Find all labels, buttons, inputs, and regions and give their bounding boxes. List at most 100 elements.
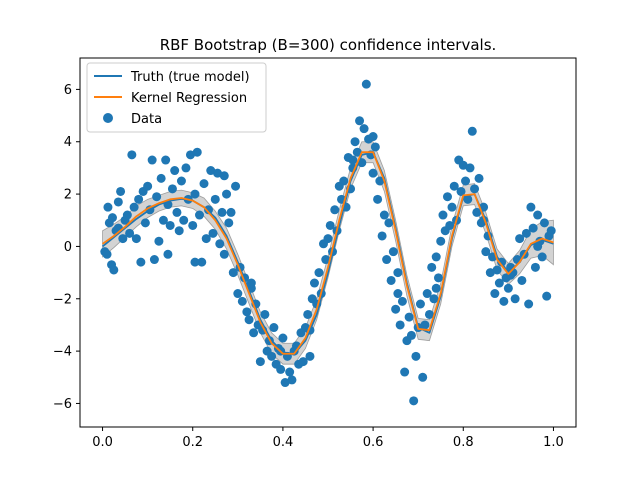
data-point <box>424 309 434 319</box>
data-point <box>524 299 534 309</box>
data-point <box>391 304 401 314</box>
data-point <box>267 351 277 361</box>
data-point <box>152 192 162 202</box>
y-axis: −6 −4 −2 0 2 4 6 <box>53 83 80 412</box>
data-point <box>226 207 236 217</box>
data-point <box>442 192 452 202</box>
data-point <box>420 320 430 330</box>
data-point <box>217 207 227 217</box>
data-point <box>388 247 398 257</box>
data-point <box>472 207 482 217</box>
y-tick-label: −6 <box>53 397 72 412</box>
data-point <box>431 283 441 293</box>
data-point <box>539 218 549 228</box>
data-point <box>314 268 324 278</box>
data-point <box>109 265 119 275</box>
y-tick-label: 2 <box>64 188 72 203</box>
data-point <box>190 257 200 267</box>
data-point <box>330 205 340 215</box>
data-point <box>136 257 146 267</box>
data-point <box>411 351 421 361</box>
data-point <box>490 289 500 299</box>
data-point <box>492 265 502 275</box>
y-tick-label: −2 <box>53 292 72 307</box>
data-point <box>185 150 195 160</box>
data-point <box>269 323 279 333</box>
data-point <box>113 197 123 207</box>
data-point <box>533 210 543 220</box>
data-point <box>116 186 126 196</box>
data-point <box>546 226 556 236</box>
data-point <box>204 205 214 215</box>
kernel-regression-line <box>102 151 554 355</box>
data-point <box>397 296 407 306</box>
data-point <box>199 179 209 189</box>
data-point <box>470 184 480 194</box>
data-point <box>445 220 455 230</box>
data-point <box>176 176 186 186</box>
data-point <box>156 173 166 183</box>
data-point <box>361 79 371 89</box>
data-point <box>210 194 220 204</box>
data-point <box>458 160 468 170</box>
data-point <box>393 268 403 278</box>
data-point <box>149 255 159 265</box>
data-point <box>485 268 495 278</box>
data-point <box>127 150 137 160</box>
data-point <box>233 289 243 299</box>
legend-box <box>86 62 267 133</box>
data-point <box>158 215 168 225</box>
data-point <box>521 228 531 238</box>
data-point <box>323 234 333 244</box>
data-point <box>510 294 520 304</box>
data-point <box>433 273 443 283</box>
data-point <box>194 210 204 220</box>
data-point <box>309 278 319 288</box>
data-point <box>213 168 223 178</box>
data-point <box>429 294 439 304</box>
data-point <box>219 249 229 259</box>
data-point <box>161 155 171 165</box>
data-point <box>368 168 378 178</box>
data-point <box>143 181 153 191</box>
data-point <box>179 215 189 225</box>
y-tick-label: 6 <box>64 83 72 98</box>
legend-kernel-label: Kernel Regression <box>131 91 247 106</box>
data-point <box>107 213 117 223</box>
data-point <box>395 320 405 330</box>
data-point <box>276 364 286 374</box>
data-point <box>131 234 141 244</box>
data-point <box>208 228 218 238</box>
data-point <box>228 268 238 278</box>
data-point <box>231 181 241 191</box>
chart-title: RBF Bootstrap (B=300) confidence interva… <box>160 36 497 54</box>
x-axis: 0.0 0.2 0.4 0.6 0.8 1.0 <box>92 427 564 450</box>
data-point <box>368 132 378 142</box>
data-point <box>530 262 540 272</box>
data-point <box>170 166 180 176</box>
x-tick-label: 0.8 <box>453 435 474 450</box>
data-point <box>192 147 202 157</box>
data-point <box>278 333 288 343</box>
y-tick-label: −4 <box>53 345 72 360</box>
data-point <box>438 210 448 220</box>
data-point <box>201 234 211 244</box>
data-point <box>219 171 229 181</box>
data-point <box>215 239 225 249</box>
lines-layer <box>101 151 554 355</box>
data-point <box>406 330 416 340</box>
data-point <box>449 181 459 191</box>
data-point <box>103 202 113 212</box>
data-point <box>174 226 184 236</box>
data-point <box>129 202 139 212</box>
data-point <box>190 189 200 199</box>
data-point <box>125 228 135 238</box>
x-tick-label: 1.0 <box>543 435 564 450</box>
data-point <box>355 116 365 126</box>
data-point <box>422 289 432 299</box>
data-point <box>517 275 527 285</box>
y-tick-label: 4 <box>64 135 72 150</box>
data-point <box>542 291 552 301</box>
data-point <box>321 255 331 265</box>
data-point <box>197 257 207 267</box>
